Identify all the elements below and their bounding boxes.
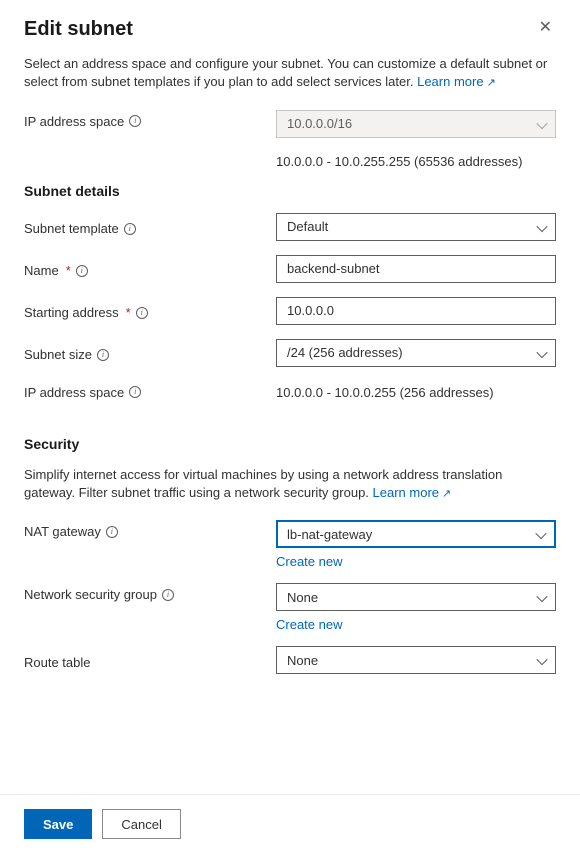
label-subnet-template: Subnet template i <box>24 217 276 236</box>
info-icon[interactable]: i <box>76 265 88 277</box>
security-learn-more-label: Learn more <box>373 485 439 500</box>
field-subnet-template: Default <box>276 213 556 241</box>
field-nat-gateway: lb-nat-gateway Create new <box>276 520 556 569</box>
learn-more-link[interactable]: Learn more ↗ <box>417 74 496 89</box>
info-icon[interactable]: i <box>124 223 136 235</box>
nsg-create-new-link[interactable]: Create new <box>276 617 556 632</box>
chevron-down-icon <box>537 530 545 538</box>
info-icon[interactable]: i <box>129 115 141 127</box>
field-subnet-size: /24 (256 addresses) <box>276 339 556 367</box>
field-starting-address: 10.0.0.0 <box>276 297 556 325</box>
info-icon[interactable]: i <box>129 386 141 398</box>
security-learn-more-link[interactable]: Learn more↗ <box>373 485 452 500</box>
info-icon[interactable]: i <box>97 349 109 361</box>
subnet-size-select[interactable]: /24 (256 addresses) <box>276 339 556 367</box>
chevron-down-icon <box>538 348 546 356</box>
row-ip-range: IP address space i 10.0.0.0 - 10.0.0.255… <box>24 381 556 400</box>
row-route-table: Route table None <box>24 646 556 674</box>
nsg-value: None <box>287 590 318 605</box>
nat-gateway-select[interactable]: lb-nat-gateway <box>276 520 556 548</box>
starting-address-input[interactable]: 10.0.0.0 <box>276 297 556 325</box>
label-starting-address: Starting address * i <box>24 301 276 320</box>
nat-create-new-link[interactable]: Create new <box>276 554 556 569</box>
external-link-icon: ↗ <box>487 76 496 91</box>
chevron-down-icon <box>538 222 546 230</box>
field-ip-address-space: 10.0.0.0/16 10.0.0.0 - 10.0.255.255 (655… <box>276 110 556 169</box>
label-ip-range: IP address space i <box>24 381 276 400</box>
security-intro: Simplify internet access for virtual mac… <box>24 466 556 503</box>
chevron-down-icon <box>538 119 546 127</box>
name-value: backend-subnet <box>287 261 380 276</box>
label-nat-gateway: NAT gateway i <box>24 520 276 539</box>
ip-range-value: 10.0.0.0 - 10.0.0.255 (256 addresses) <box>276 381 556 400</box>
label-text: Name <box>24 263 59 278</box>
route-table-select[interactable]: None <box>276 646 556 674</box>
row-subnet-template: Subnet template i Default <box>24 213 556 241</box>
subnet-template-select[interactable]: Default <box>276 213 556 241</box>
row-nsg: Network security group i None Create new <box>24 583 556 632</box>
subnet-template-value: Default <box>287 219 328 234</box>
field-name: backend-subnet <box>276 255 556 283</box>
info-icon[interactable]: i <box>136 307 148 319</box>
label-text: Route table <box>24 655 91 670</box>
label-nsg: Network security group i <box>24 583 276 602</box>
row-nat-gateway: NAT gateway i lb-nat-gateway Create new <box>24 520 556 569</box>
label-text: Subnet template <box>24 221 119 236</box>
info-icon[interactable]: i <box>162 589 174 601</box>
ip-address-space-value: 10.0.0.0/16 <box>287 116 352 131</box>
label-text: Network security group <box>24 587 157 602</box>
label-name: Name * i <box>24 259 276 278</box>
edit-subnet-panel: Edit subnet ✕ Select an address space an… <box>0 0 580 853</box>
ip-address-space-range: 10.0.0.0 - 10.0.255.255 (65536 addresses… <box>276 150 556 169</box>
intro-text: Select an address space and configure yo… <box>24 55 556 92</box>
label-subnet-size: Subnet size i <box>24 343 276 362</box>
subnet-size-value: /24 (256 addresses) <box>287 345 403 360</box>
chevron-down-icon <box>538 656 546 664</box>
label-text: IP address space <box>24 385 124 400</box>
ip-address-space-select: 10.0.0.0/16 <box>276 110 556 138</box>
label-text: Starting address <box>24 305 119 320</box>
cancel-button[interactable]: Cancel <box>102 809 180 839</box>
required-mark: * <box>66 263 71 278</box>
panel-title: Edit subnet <box>24 18 133 41</box>
section-subnet-details: Subnet details <box>24 183 556 199</box>
chevron-down-icon <box>538 593 546 601</box>
label-route-table: Route table <box>24 651 276 670</box>
name-input[interactable]: backend-subnet <box>276 255 556 283</box>
close-icon[interactable]: ✕ <box>535 18 556 38</box>
label-text: IP address space <box>24 114 124 129</box>
row-ip-address-space: IP address space i 10.0.0.0/16 10.0.0.0 … <box>24 110 556 169</box>
label-text: Subnet size <box>24 347 92 362</box>
panel-footer: Save Cancel <box>0 794 580 853</box>
info-icon[interactable]: i <box>106 526 118 538</box>
field-ip-range: 10.0.0.0 - 10.0.0.255 (256 addresses) <box>276 381 556 400</box>
field-route-table: None <box>276 646 556 674</box>
save-button[interactable]: Save <box>24 809 92 839</box>
section-security: Security <box>24 436 556 452</box>
learn-more-label: Learn more <box>417 74 483 89</box>
label-text: NAT gateway <box>24 524 101 539</box>
route-table-value: None <box>287 653 318 668</box>
field-nsg: None Create new <box>276 583 556 632</box>
label-ip-address-space: IP address space i <box>24 110 276 129</box>
external-link-icon: ↗ <box>442 487 451 502</box>
nsg-select[interactable]: None <box>276 583 556 611</box>
nat-gateway-value: lb-nat-gateway <box>287 527 372 542</box>
required-mark: * <box>126 305 131 320</box>
starting-address-value: 10.0.0.0 <box>287 303 334 318</box>
row-name: Name * i backend-subnet <box>24 255 556 283</box>
row-starting-address: Starting address * i 10.0.0.0 <box>24 297 556 325</box>
row-subnet-size: Subnet size i /24 (256 addresses) <box>24 339 556 367</box>
panel-header: Edit subnet ✕ <box>24 18 556 41</box>
